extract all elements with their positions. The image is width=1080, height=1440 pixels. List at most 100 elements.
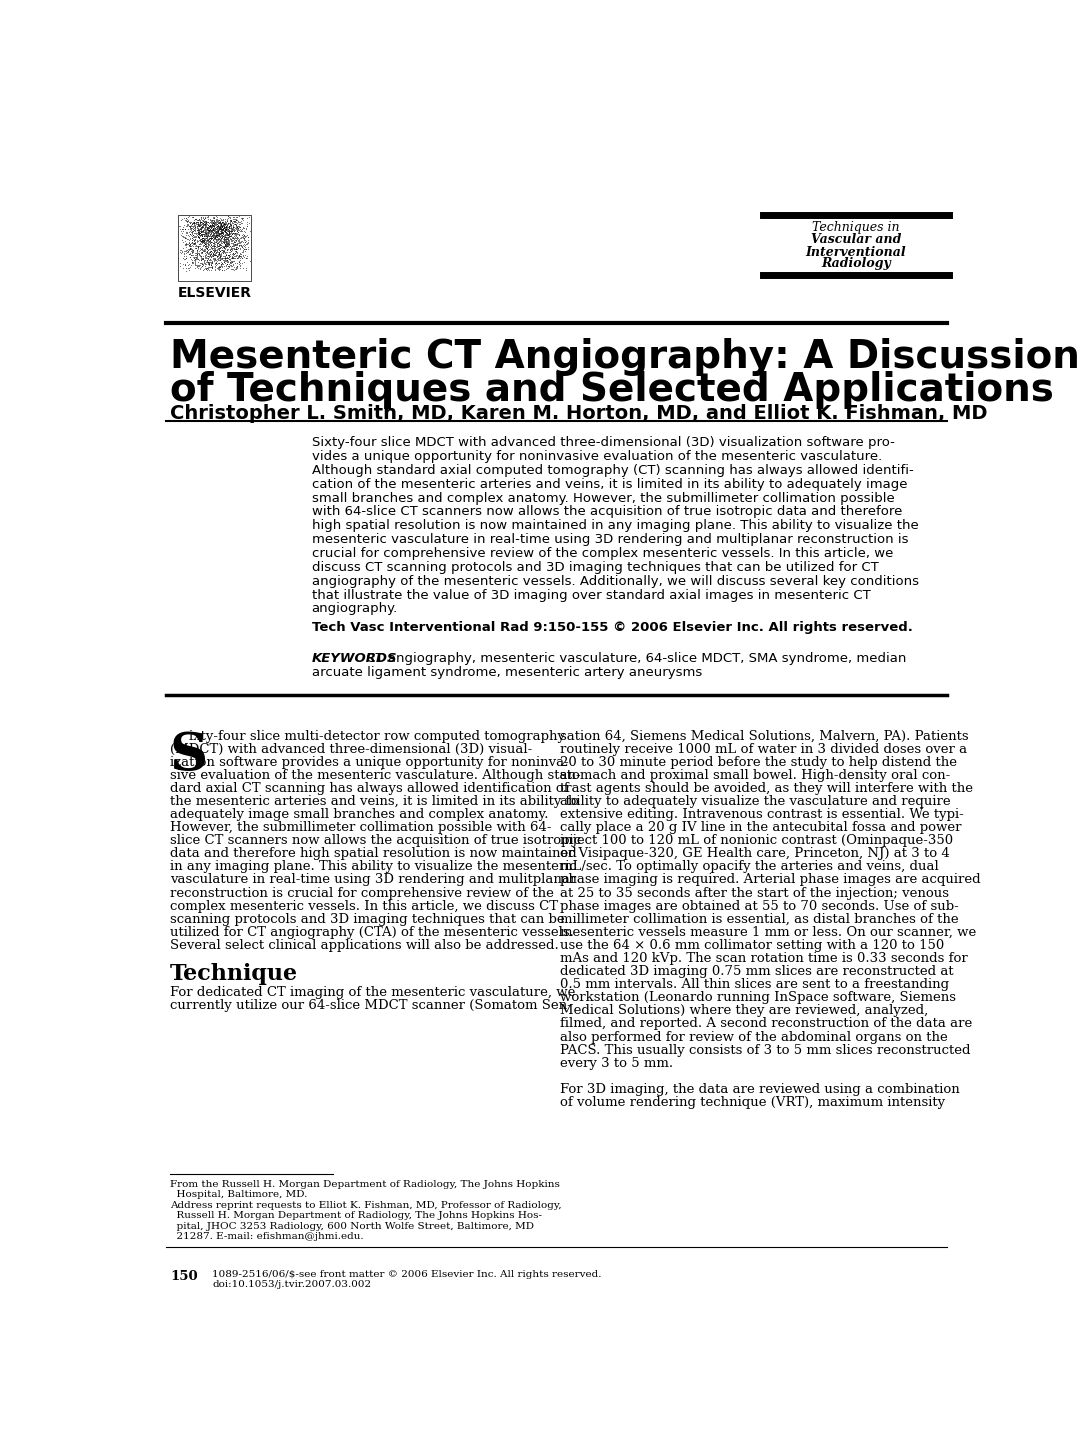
Text: sive evaluation of the mesenteric vasculature. Although stan-: sive evaluation of the mesenteric vascul… [170,769,581,782]
Point [183,220,200,243]
Point [220,233,238,256]
Point [216,213,233,236]
Point [206,236,224,259]
Point [210,238,227,261]
Point [193,229,211,252]
Point [225,222,242,245]
Point [218,249,235,272]
Point [228,209,245,232]
Point [198,225,215,248]
Point [230,230,247,253]
Point [193,225,211,248]
Point [229,215,246,238]
Point [212,222,229,245]
Point [185,232,202,255]
Point [203,230,220,253]
Point [225,216,242,239]
Point [221,251,239,274]
Point [225,236,242,259]
Point [233,246,251,269]
Point [226,223,243,246]
Point [230,212,247,235]
Point [180,230,198,253]
Point [211,210,228,233]
Point [210,212,227,235]
Point [221,248,239,271]
Point [204,215,221,238]
Point [198,212,215,235]
Point [211,215,228,238]
Point [193,225,211,248]
Point [216,240,233,264]
Point [228,216,245,239]
Point [231,256,248,279]
Point [216,219,233,242]
Point [207,243,225,266]
Point [180,259,198,282]
Point [179,212,197,235]
Point [206,243,224,266]
Point [218,213,235,236]
Point [194,253,212,276]
Point [201,243,218,266]
Point [217,215,234,238]
Point [202,220,219,243]
Point [190,219,207,242]
Point [226,222,243,245]
Point [237,246,254,269]
Point [183,253,200,276]
Point [203,219,220,242]
Point [231,255,248,278]
Point [181,217,199,240]
Point [178,215,195,238]
Point [219,217,237,240]
Point [203,225,220,248]
Point [200,245,217,268]
Point [232,225,249,248]
Text: slice CT scanners now allows the acquisition of true isotropic: slice CT scanners now allows the acquisi… [170,834,581,847]
Point [190,229,207,252]
Point [184,220,201,243]
Point [202,228,219,251]
Point [225,243,242,266]
Point [232,226,249,249]
Point [213,210,230,233]
Point [188,248,205,271]
Point [212,216,229,239]
Point [220,253,238,276]
Point [195,207,213,230]
Point [214,225,231,248]
Point [235,223,253,246]
Point [212,255,229,278]
Text: Tech Vasc Interventional Rad 9:150-155 © 2006 Elsevier Inc. All rights reserved.: Tech Vasc Interventional Rad 9:150-155 ©… [312,621,913,634]
Point [192,242,210,265]
Point [205,232,222,255]
Point [215,225,232,248]
Point [228,213,245,236]
Point [190,226,207,249]
Point [184,222,201,245]
Point [235,223,253,246]
Point [216,217,233,240]
Point [198,229,215,252]
Point [197,235,214,258]
Point [213,222,230,245]
Point [219,230,237,253]
Point [188,239,205,262]
Point [224,216,241,239]
Point [201,223,218,246]
Point [207,243,225,266]
Point [210,228,227,251]
Point [226,230,243,253]
Point [224,235,241,258]
Point [200,213,217,236]
Point [212,233,229,256]
Point [219,229,237,252]
Point [188,245,205,268]
Point [191,210,208,233]
Point [195,210,213,233]
Point [221,228,239,251]
Point [177,232,194,255]
Point [192,206,210,229]
Point [192,228,210,251]
